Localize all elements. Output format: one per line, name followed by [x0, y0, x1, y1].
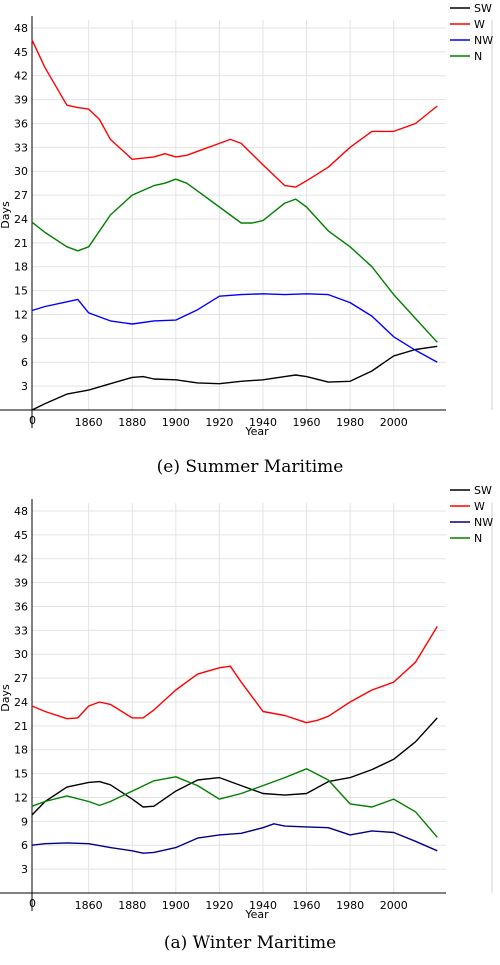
x-tick-label: 1980	[336, 416, 364, 429]
series-line-n	[31, 768, 438, 838]
series-line-nw	[31, 293, 438, 363]
y-tick-label: 21	[14, 237, 28, 250]
x-tick-label: 1920	[205, 899, 233, 912]
y-tick-label: 30	[14, 165, 28, 178]
y-tick-label: 6	[21, 839, 28, 852]
x-tick-label: 1980	[336, 899, 364, 912]
y-tick-label: 6	[21, 356, 28, 369]
x-tick-label: 1900	[162, 899, 190, 912]
y-tick-label: 42	[14, 70, 28, 83]
y-tick-label: 48	[14, 22, 28, 35]
legend-label-w: W	[474, 500, 485, 513]
x-tick-label: 1960	[293, 899, 321, 912]
y-tick-label: 0	[29, 897, 36, 910]
x-axis-title: Year	[244, 425, 269, 438]
figure-caption: (e) Summer Maritime	[157, 457, 344, 477]
legend-label-n: N	[474, 50, 482, 63]
series-line-n	[31, 178, 438, 343]
y-tick-label: 27	[14, 189, 28, 202]
y-tick-label: 21	[14, 720, 28, 733]
y-tick-label: 36	[14, 600, 28, 613]
series-line-w	[31, 39, 438, 188]
y-tick-label: 18	[14, 744, 28, 757]
y-tick-label: 3	[21, 380, 28, 393]
x-tick-label: 1860	[75, 899, 103, 912]
y-tick-label: 33	[14, 624, 28, 637]
x-tick-label: 2000	[380, 416, 408, 429]
y-tick-label: 27	[14, 672, 28, 685]
y-tick-label: 42	[14, 553, 28, 566]
y-tick-label: 33	[14, 141, 28, 154]
y-tick-label: 9	[21, 332, 28, 345]
x-tick-label: 1860	[75, 416, 103, 429]
y-axis-title: Days	[0, 684, 12, 712]
y-tick-label: 12	[14, 791, 28, 804]
x-tick-label: 1880	[118, 899, 146, 912]
x-tick-label: 1960	[293, 416, 321, 429]
series-line-w	[31, 626, 438, 724]
x-tick-label: 2000	[380, 899, 408, 912]
y-tick-label: 3	[21, 863, 28, 876]
legend-label-w: W	[474, 18, 485, 31]
legend-label-n: N	[474, 532, 482, 545]
y-tick-label: 9	[21, 815, 28, 828]
y-tick-label: 39	[14, 94, 28, 107]
y-tick-label: 15	[14, 768, 28, 781]
y-tick-label: 15	[14, 285, 28, 298]
x-tick-label: 1940	[249, 899, 277, 912]
x-tick-label: 1940	[249, 416, 277, 429]
y-axis-title: Days	[0, 201, 12, 229]
series-line-nw	[31, 823, 438, 854]
series-line-sw	[31, 717, 438, 816]
series-line-sw	[31, 345, 438, 411]
x-tick-label: 1900	[162, 416, 190, 429]
y-tick-label: 12	[14, 308, 28, 321]
x-tick-label: 1880	[118, 416, 146, 429]
x-tick-label: 1920	[205, 416, 233, 429]
y-tick-label: 39	[14, 577, 28, 590]
legend-label-nw: NW	[474, 516, 493, 529]
y-tick-label: 18	[14, 261, 28, 274]
y-tick-label: 24	[14, 696, 28, 709]
y-tick-label: 36	[14, 117, 28, 130]
legend-label-sw: SW	[474, 484, 492, 497]
y-tick-label: 45	[14, 46, 28, 59]
legend-label-nw: NW	[474, 34, 493, 47]
y-tick-label: 45	[14, 529, 28, 542]
y-tick-label: 0	[29, 414, 36, 427]
legend-label-sw: SW	[474, 2, 492, 15]
x-axis-title: Year	[244, 908, 269, 921]
figure-caption: (a) Winter Maritime	[164, 933, 336, 953]
y-tick-label: 48	[14, 505, 28, 518]
y-tick-label: 30	[14, 648, 28, 661]
y-tick-label: 24	[14, 213, 28, 226]
